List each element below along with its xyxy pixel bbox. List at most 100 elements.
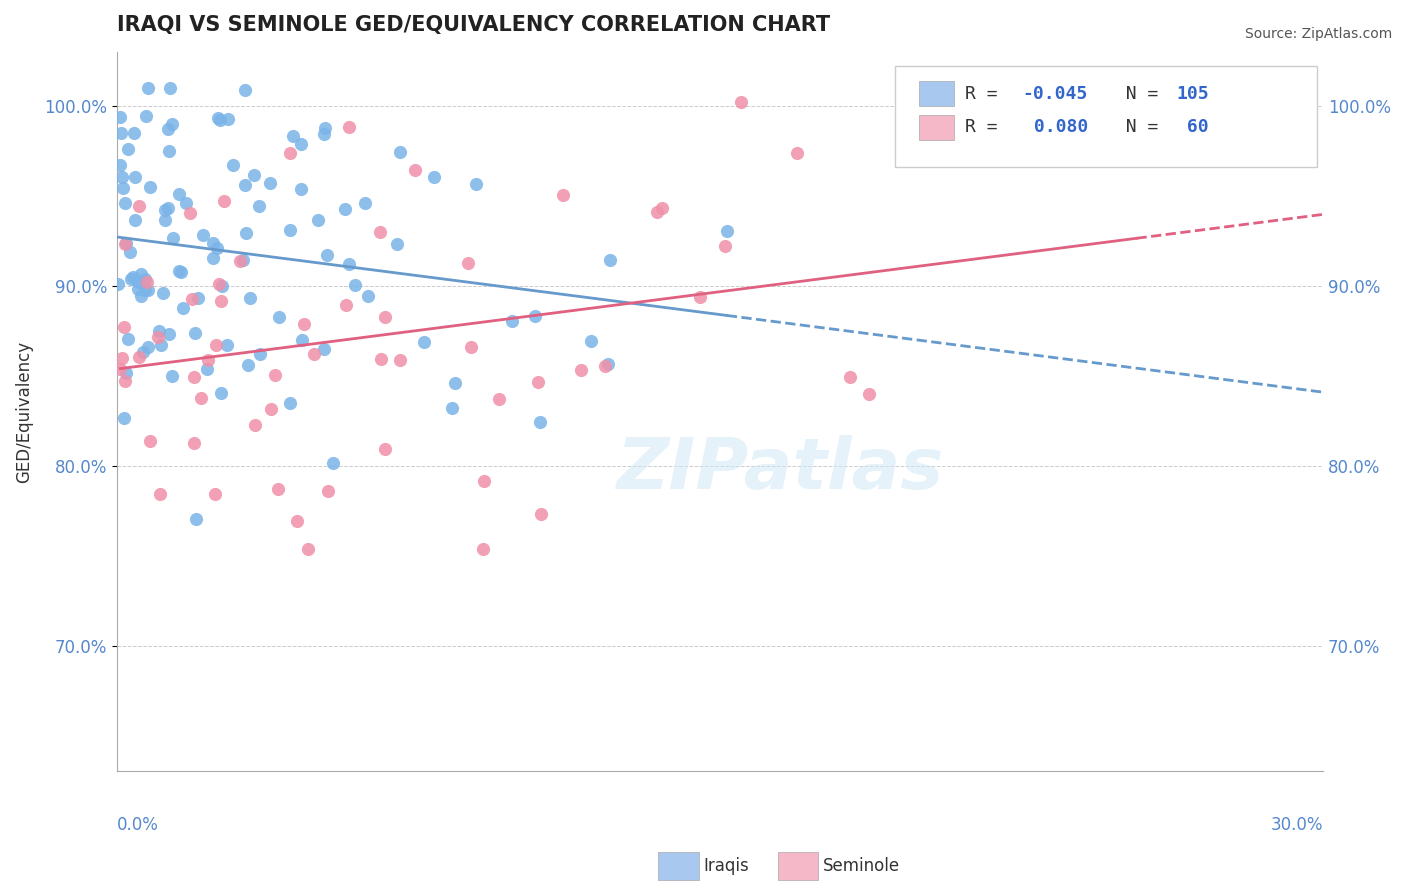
Point: [278, 396, 301, 410]
Point: [440, 401, 463, 416]
Point: [647, 205, 669, 219]
Point: [243, 169, 266, 183]
Point: [374, 310, 396, 324]
Text: -0.045: -0.045: [1022, 85, 1088, 103]
Point: [337, 257, 360, 271]
Point: [114, 374, 136, 388]
Point: [304, 346, 326, 360]
Point: [689, 290, 711, 304]
Text: 30.0%: 30.0%: [1271, 816, 1323, 834]
Point: [152, 285, 174, 300]
Point: [322, 456, 344, 470]
Point: [290, 182, 312, 196]
Point: [579, 334, 602, 349]
Point: [190, 391, 212, 405]
Point: [278, 223, 301, 237]
Point: [187, 291, 209, 305]
Text: ZIPatlas: ZIPatlas: [617, 434, 943, 504]
Point: [233, 178, 256, 193]
Point: [155, 202, 177, 217]
Point: [207, 112, 229, 126]
Point: [148, 324, 170, 338]
Point: [127, 282, 149, 296]
Point: [128, 350, 150, 364]
Point: [160, 117, 183, 131]
Point: [838, 370, 860, 384]
Point: [388, 145, 411, 159]
Point: [714, 239, 737, 253]
Point: [112, 411, 135, 425]
Point: [333, 202, 356, 216]
Point: [114, 196, 136, 211]
Point: [135, 275, 157, 289]
Point: [134, 272, 156, 286]
Point: [157, 327, 180, 342]
Point: [527, 376, 550, 390]
Point: [111, 351, 134, 365]
Point: [204, 338, 226, 352]
Point: [423, 169, 446, 184]
Point: [716, 224, 738, 238]
Point: [112, 181, 135, 195]
Point: [135, 109, 157, 123]
Point: [146, 330, 169, 344]
Point: [139, 434, 162, 449]
Point: [169, 187, 191, 202]
Point: [150, 338, 173, 352]
Point: [180, 292, 202, 306]
Point: [314, 127, 336, 141]
Text: N =: N =: [1104, 85, 1168, 103]
Point: [370, 352, 392, 367]
Point: [179, 205, 201, 219]
Point: [136, 80, 159, 95]
Point: [201, 235, 224, 250]
Point: [124, 169, 146, 184]
Point: [110, 126, 132, 140]
Text: IRAQI VS SEMINOLE GED/EQUIVALENCY CORRELATION CHART: IRAQI VS SEMINOLE GED/EQUIVALENCY CORREL…: [117, 15, 830, 35]
Point: [115, 366, 138, 380]
Point: [197, 353, 219, 368]
Text: Iraqis: Iraqis: [703, 857, 749, 875]
Point: [385, 237, 408, 252]
Point: [260, 401, 283, 416]
Point: [122, 269, 145, 284]
Point: [157, 144, 180, 158]
Point: [245, 417, 267, 432]
Point: [209, 386, 232, 401]
Point: [281, 128, 304, 143]
Point: [297, 541, 319, 556]
Point: [214, 194, 236, 208]
Point: [156, 121, 179, 136]
FancyBboxPatch shape: [894, 66, 1317, 167]
Point: [159, 80, 181, 95]
Point: [651, 201, 673, 215]
Point: [464, 177, 486, 191]
Text: Seminole: Seminole: [823, 857, 900, 875]
Point: [259, 177, 281, 191]
Point: [307, 213, 329, 227]
Point: [183, 436, 205, 450]
Point: [357, 288, 380, 302]
Point: [124, 212, 146, 227]
Point: [239, 291, 262, 305]
Point: [211, 279, 233, 293]
Point: [110, 362, 132, 376]
Point: [139, 180, 162, 194]
Point: [278, 146, 301, 161]
Point: [208, 277, 231, 291]
Point: [186, 512, 208, 526]
Point: [160, 369, 183, 384]
Point: [209, 113, 232, 128]
FancyBboxPatch shape: [920, 115, 955, 140]
Point: [292, 317, 315, 331]
Point: [112, 320, 135, 334]
Point: [238, 358, 260, 372]
Point: [1125, 129, 1147, 144]
Point: [569, 363, 592, 377]
Text: 60: 60: [1175, 119, 1209, 136]
Point: [202, 251, 225, 265]
Point: [183, 370, 205, 384]
Point: [413, 334, 436, 349]
Point: [170, 265, 193, 279]
Point: [129, 268, 152, 282]
